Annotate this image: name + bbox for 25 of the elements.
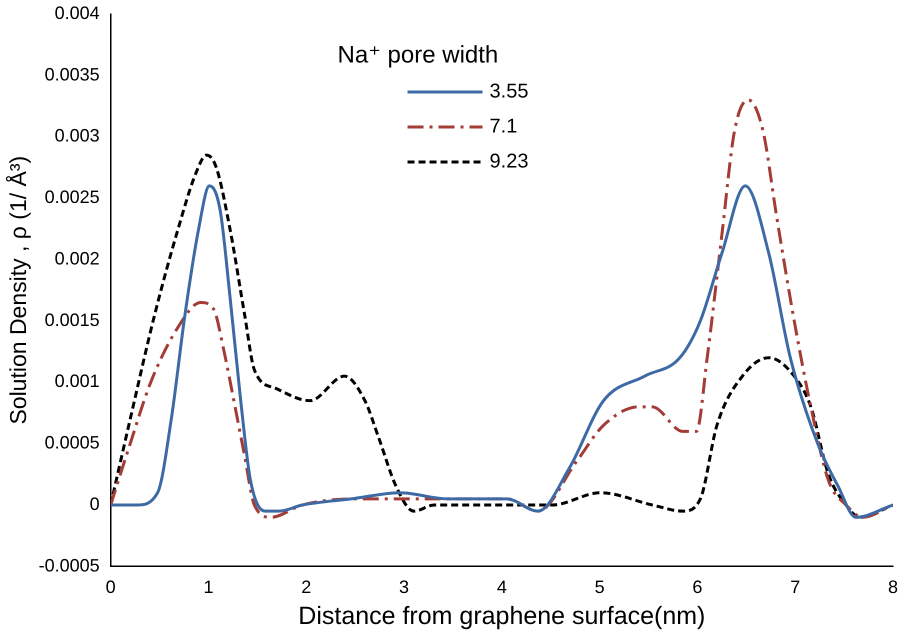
x-tick-label: 0 [106,577,116,598]
legend-title: Na⁺ pore width [338,42,498,69]
y-tick-label: 0.0035 [44,64,100,84]
x-tick-label: 5 [594,577,605,598]
y-tick-label: 0.003 [54,126,100,146]
y-tick-label: 0 [90,494,100,514]
legend-label: 7.1 [490,116,518,138]
y-tick-label: -0.0005 [38,555,100,576]
x-tick-label: 3 [399,577,410,598]
y-tick-label: 0.002 [54,248,100,268]
y-axis-title: Solution Density , ρ (1/ Å³) [5,156,32,425]
y-tick-label: 0.0005 [44,432,100,453]
x-tick-label: 8 [888,577,898,598]
x-tick-label: 1 [203,577,214,598]
x-tick-label: 7 [790,577,800,598]
y-tick-label: 0.001 [54,371,100,392]
y-tick-label: 0.004 [54,2,100,23]
x-tick-label: 6 [692,577,702,598]
x-tick-label: 4 [496,577,507,598]
legend-label: 9.23 [490,150,528,173]
x-axis-title: Distance from graphene surface(nm) [298,602,706,630]
x-tick-label: 2 [301,577,312,598]
y-tick-label: 0.0025 [44,187,100,208]
y-tick-label: 0.0015 [44,310,100,330]
legend-label: 3.55 [490,80,528,103]
